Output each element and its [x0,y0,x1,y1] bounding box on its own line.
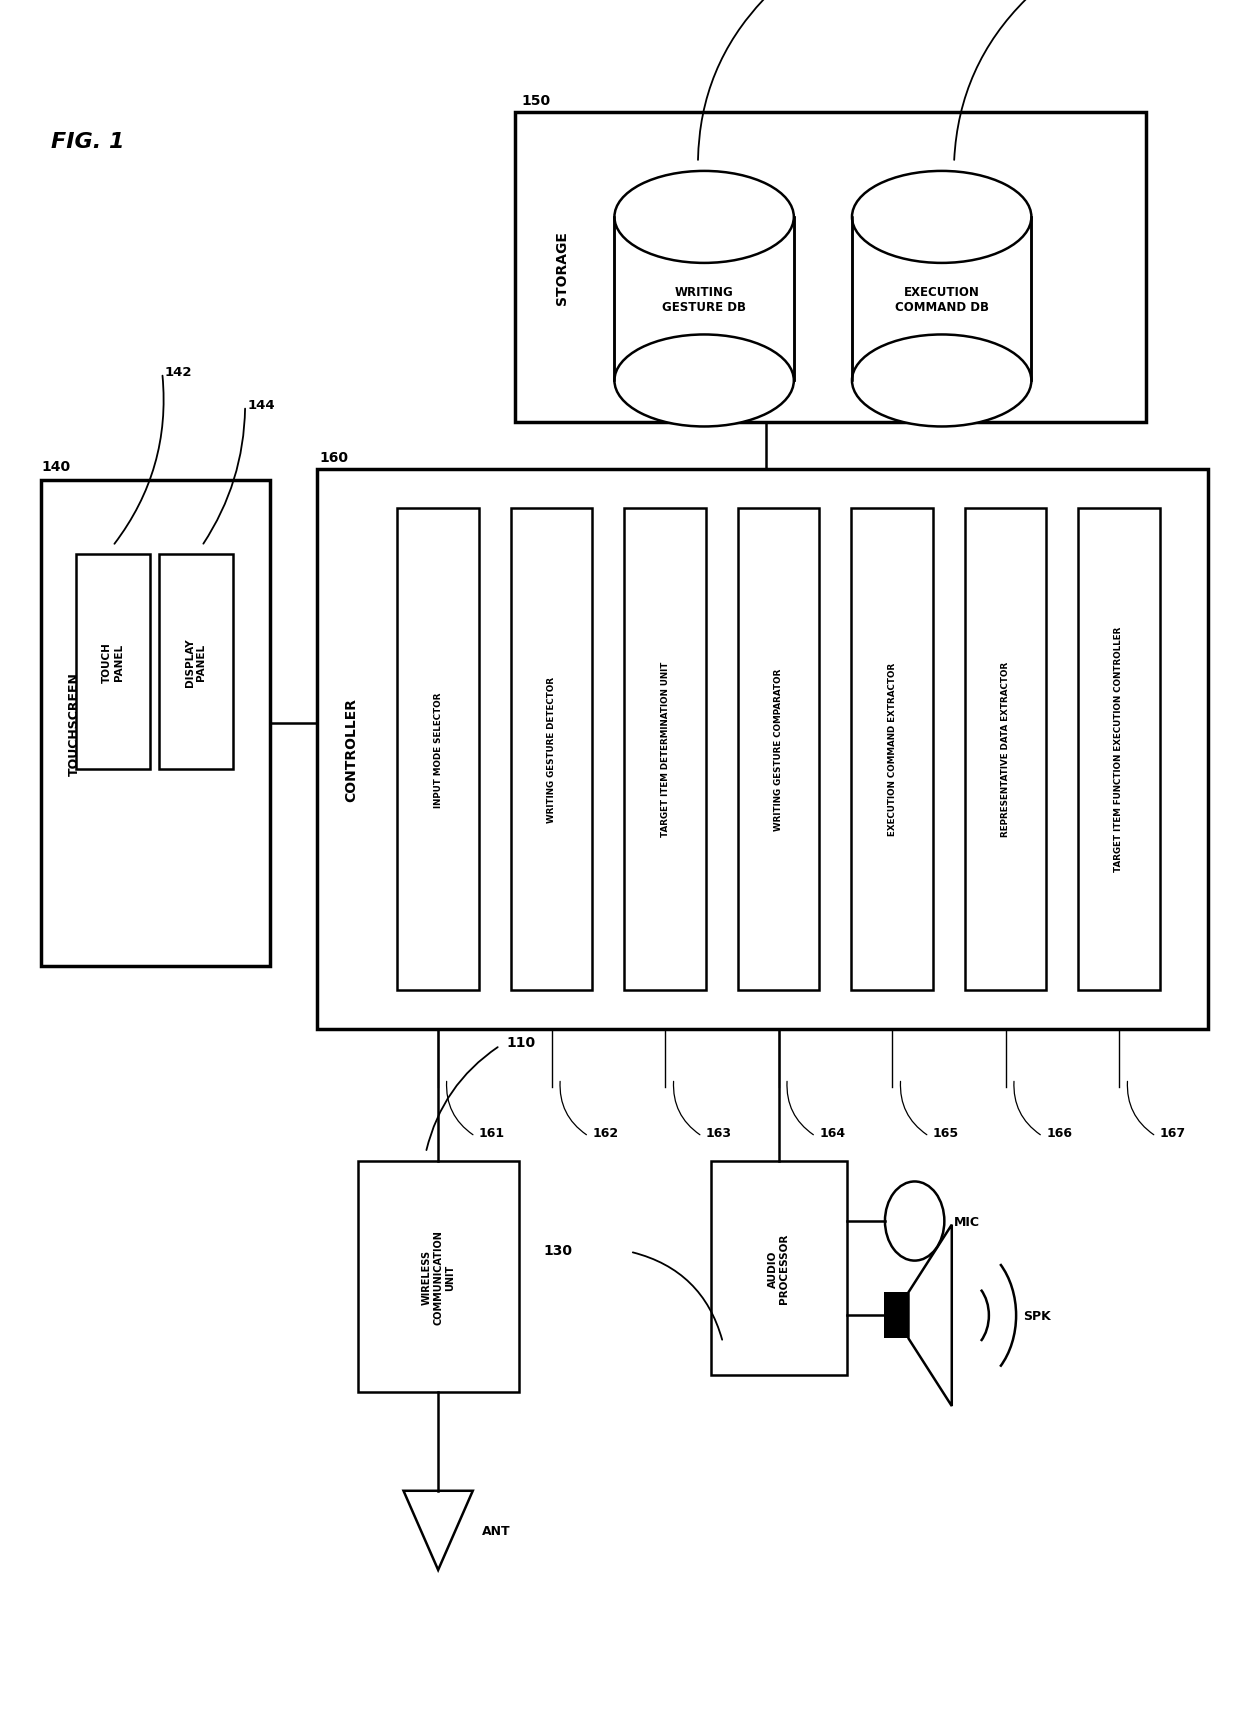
Text: WIRELESS
COMMUNICATION
UNIT: WIRELESS COMMUNICATION UNIT [422,1228,455,1323]
Text: STORAGE: STORAGE [554,231,569,305]
Text: 164: 164 [820,1127,846,1141]
Text: INPUT MODE SELECTOR: INPUT MODE SELECTOR [434,691,443,806]
Text: REPRESENTATIVE DATA EXTRACTOR: REPRESENTATIVE DATA EXTRACTOR [1001,662,1011,837]
Text: 130: 130 [543,1242,573,1256]
Text: ANT: ANT [481,1523,510,1537]
Text: TARGET ITEM FUNCTION EXECUTION CONTROLLER: TARGET ITEM FUNCTION EXECUTION CONTROLLE… [1115,627,1123,872]
Bar [711,1161,847,1375]
Text: 165: 165 [932,1127,959,1141]
Text: FIG. 1: FIG. 1 [51,131,124,152]
Text: 140: 140 [41,460,71,474]
Text: 166: 166 [1047,1127,1073,1141]
Bar [159,555,233,768]
Bar [884,1292,909,1339]
Ellipse shape [615,172,794,264]
Text: EXECUTION
COMMAND DB: EXECUTION COMMAND DB [895,286,988,314]
Bar [851,508,932,991]
Text: WRITING GESTURE COMPARATOR: WRITING GESTURE COMPARATOR [774,669,784,830]
Ellipse shape [615,336,794,427]
Bar [76,555,150,768]
Bar [624,508,706,991]
Bar [515,114,1146,424]
Text: 161: 161 [479,1127,505,1141]
Text: 163: 163 [706,1127,732,1141]
Bar [511,508,593,991]
Ellipse shape [852,336,1032,427]
Bar [852,217,1032,381]
Bar [317,469,1208,1030]
Bar [357,1161,518,1392]
Text: WRITING GESTURE DETECTOR: WRITING GESTURE DETECTOR [547,677,556,822]
Bar [1078,508,1159,991]
Text: 162: 162 [593,1127,619,1141]
Text: 150: 150 [521,95,551,109]
Text: SPK: SPK [1023,1309,1052,1322]
Text: 142: 142 [165,365,192,379]
Bar [965,508,1047,991]
Ellipse shape [852,172,1032,264]
Text: 110: 110 [506,1036,536,1049]
Text: AUDIO
PROCESSOR: AUDIO PROCESSOR [768,1234,790,1304]
Bar [618,217,791,381]
Text: EXECUTION COMMAND EXTRACTOR: EXECUTION COMMAND EXTRACTOR [888,663,897,836]
Text: 144: 144 [248,398,275,412]
Text: DISPLAY
PANEL: DISPLAY PANEL [185,638,206,686]
Bar [854,217,1029,381]
Text: 167: 167 [1159,1127,1185,1141]
Bar [41,481,270,967]
Text: TOUCHSCREEN: TOUCHSCREEN [68,672,81,775]
Bar [397,508,479,991]
Text: CONTROLLER: CONTROLLER [345,698,358,801]
Text: WRITING
GESTURE DB: WRITING GESTURE DB [662,286,746,314]
Text: MIC: MIC [955,1215,981,1228]
Text: TARGET ITEM DETERMINATION UNIT: TARGET ITEM DETERMINATION UNIT [661,662,670,837]
Text: 160: 160 [320,450,348,463]
Bar [615,217,794,381]
Bar [738,508,820,991]
Text: TOUCH
PANEL: TOUCH PANEL [102,641,124,682]
